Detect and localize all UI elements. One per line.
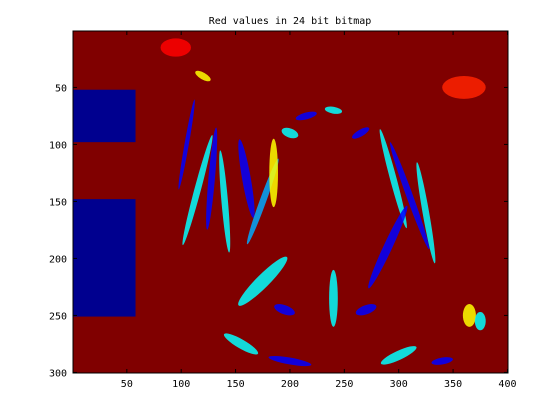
y-tick-label: 300 bbox=[49, 368, 67, 379]
axes-frame bbox=[72, 30, 509, 374]
texture-stripe bbox=[379, 129, 407, 229]
image-layer bbox=[73, 31, 508, 373]
x-tick-label: 100 bbox=[172, 379, 190, 390]
texture-stripe bbox=[355, 304, 377, 316]
y-tick-label: 100 bbox=[49, 140, 67, 151]
x-tick-label: 200 bbox=[281, 379, 299, 390]
texture-stripe bbox=[160, 38, 191, 57]
x-tick-label: 300 bbox=[390, 379, 408, 390]
uniform-block-2 bbox=[73, 199, 136, 317]
texture-stripe bbox=[281, 127, 299, 139]
texture-stripe bbox=[380, 346, 417, 365]
x-tick-label: 400 bbox=[498, 379, 516, 390]
texture-stripe bbox=[329, 269, 338, 327]
texture-stripe bbox=[268, 355, 312, 367]
texture-stripe bbox=[219, 150, 231, 253]
texture-stripe bbox=[368, 205, 408, 289]
texture-stripe bbox=[238, 256, 288, 306]
tick-layer: 50 100 150 200 250 300 350 400 50 100 150 200 250 300 bbox=[49, 31, 516, 390]
texture-stripe bbox=[223, 333, 259, 355]
texture-stripe bbox=[431, 357, 453, 365]
y-tick-label: 50 bbox=[55, 83, 67, 94]
chart-title: Red values in 24 bit bitmap bbox=[209, 16, 372, 27]
texture-stripe bbox=[351, 127, 370, 139]
texture-stripe bbox=[442, 76, 486, 99]
texture-stripe bbox=[206, 127, 218, 230]
texture-stripe bbox=[474, 312, 486, 331]
texture-stripe bbox=[182, 134, 213, 246]
texture-stripe bbox=[295, 111, 317, 121]
texture-stripe bbox=[462, 304, 476, 327]
uniform-block-1 bbox=[73, 89, 136, 143]
texture-stripe bbox=[238, 139, 255, 218]
x-tick-label: 50 bbox=[121, 379, 133, 390]
texture-stripe bbox=[389, 142, 430, 250]
texture-stripe bbox=[416, 162, 436, 264]
y-tick-label: 250 bbox=[49, 311, 67, 322]
x-tick-label: 350 bbox=[444, 379, 462, 390]
texture-stripe bbox=[178, 99, 195, 190]
texture-stripe bbox=[269, 138, 278, 208]
texture-stripe bbox=[274, 304, 295, 316]
x-tick-label: 250 bbox=[335, 379, 353, 390]
texture-stripe bbox=[195, 70, 211, 82]
x-tick-label: 150 bbox=[227, 379, 245, 390]
y-tick-label: 200 bbox=[49, 254, 67, 265]
texture-stripe bbox=[324, 106, 343, 114]
image-background bbox=[73, 31, 508, 373]
y-tick-label: 150 bbox=[49, 197, 67, 208]
